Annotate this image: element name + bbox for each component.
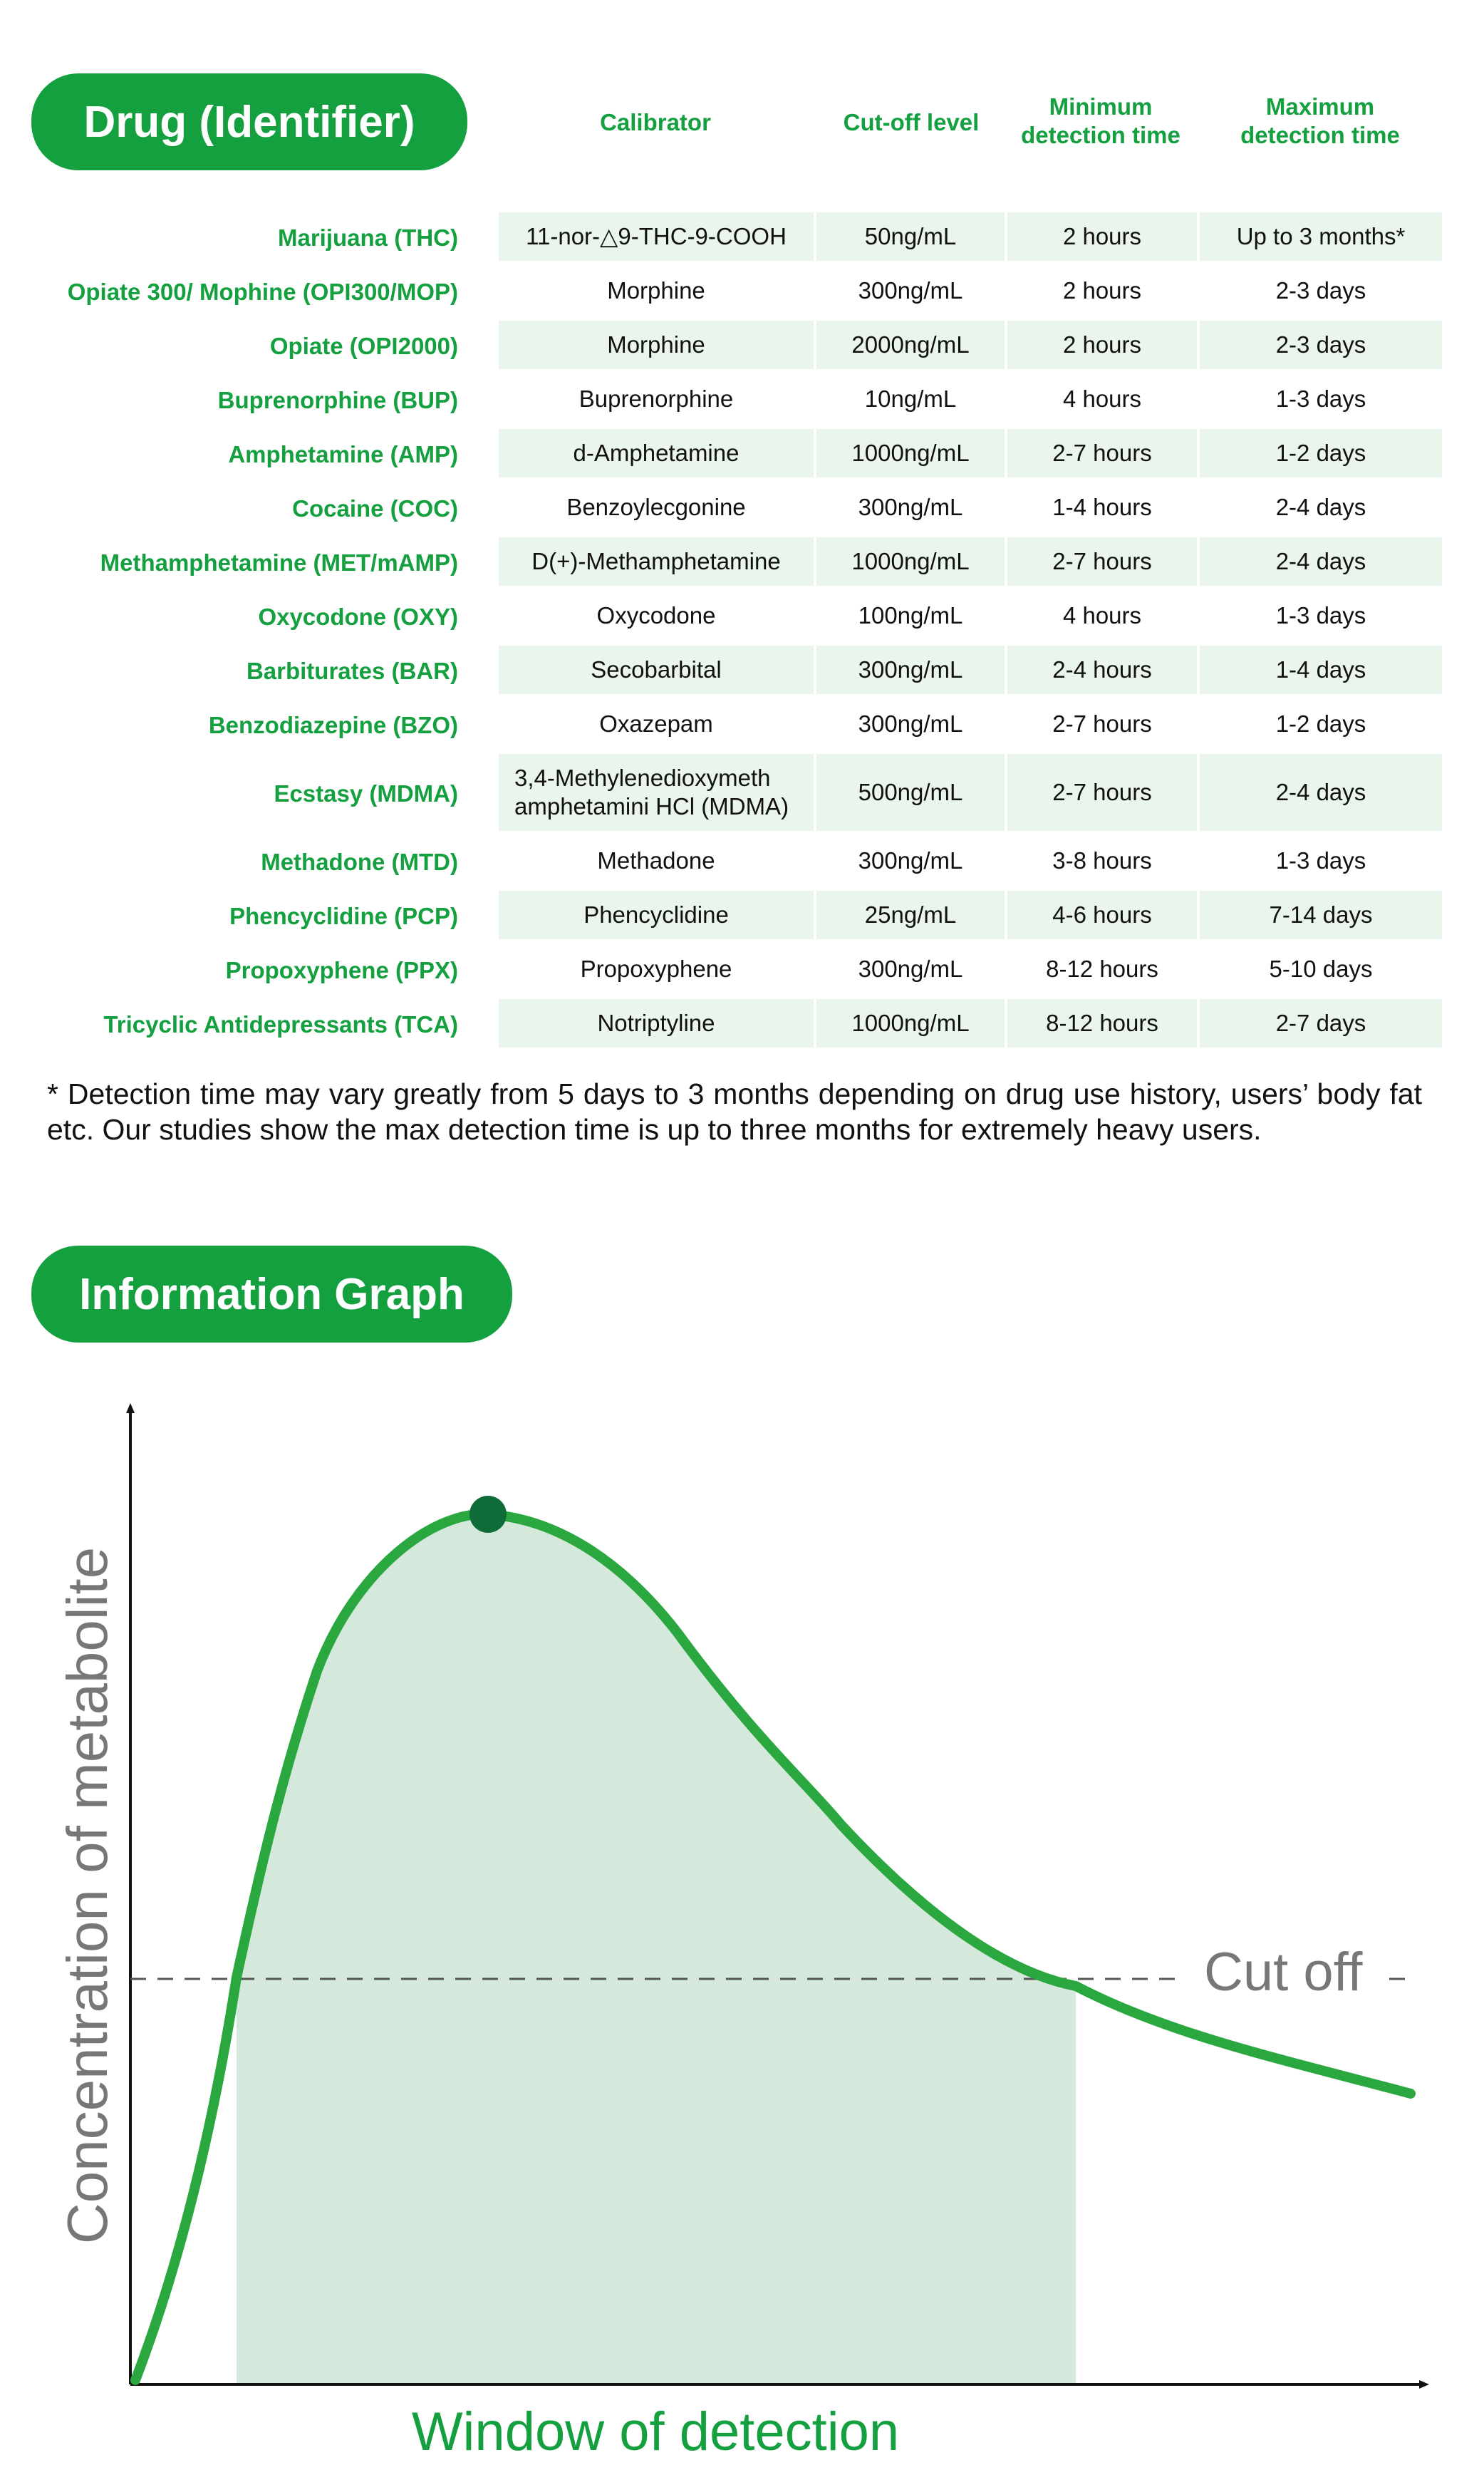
information-graph-heading: Information Graph [31, 1246, 512, 1343]
calibrator-cell: 3,4-Methylenedioxymeth amphetamini HCl (M… [499, 754, 814, 831]
drug-name: Ecstasy (MDMA) [274, 780, 458, 807]
detection-window-graph: Cut off Concentration of metabolite Wind… [56, 1403, 1429, 2462]
calibrator-cell: d-Amphetamine [499, 429, 814, 477]
col-header-min-line2: detection time [1021, 122, 1181, 148]
cutoff-cell: 2000ng/mL [816, 321, 1005, 369]
max-cell: 2-7 days [1200, 999, 1442, 1048]
calibrator-line2: amphetamini HCl (MDMA) [514, 793, 789, 819]
cutoff-cell: 300ng/mL [858, 710, 963, 737]
peak-point [469, 1496, 507, 1533]
col-header-max-line2: detection time [1240, 122, 1400, 148]
drug-name: Methamphetamine (MET/mAMP) [100, 549, 458, 576]
calibrator-cell: Notriptyline [499, 999, 814, 1048]
max-cell: 5-10 days [1269, 956, 1373, 982]
max-cell: 2-3 days [1200, 321, 1442, 369]
min-cell: 2-7 hours [1007, 537, 1197, 586]
cutoff-cell: 100ng/mL [858, 602, 963, 629]
drug-name: Buprenorphine (BUP) [217, 387, 458, 413]
col-header-cutoff: Cut-off level [843, 109, 980, 135]
cutoff-cell: 300ng/mL [858, 277, 963, 304]
min-cell: 1-4 hours [1052, 494, 1152, 520]
min-cell: 2 hours [1062, 277, 1142, 304]
cutoff-cell: 50ng/mL [816, 212, 1005, 261]
min-cell: 8-12 hours [1007, 999, 1197, 1048]
drug-name: Marijuana (THC) [277, 224, 458, 251]
calibrator-cell: Secobarbital [499, 646, 814, 694]
max-cell: 2-4 days [1275, 494, 1366, 520]
drug-name: Opiate 300/ Mophine (OPI300/MOP) [67, 279, 458, 305]
max-cell: 1-3 days [1275, 386, 1366, 412]
cutoff-label: Cut off [1204, 1942, 1363, 2002]
max-cell: 1-3 days [1275, 847, 1366, 874]
min-cell: 2-7 hours [1007, 429, 1197, 477]
calibrator-cell: Propoxyphene [580, 956, 732, 982]
max-cell: Up to 3 months* [1200, 212, 1442, 261]
max-cell: 2-4 days [1200, 754, 1442, 831]
min-cell: 4 hours [1062, 602, 1142, 629]
drug-name: Methadone (MTD) [261, 849, 458, 875]
drug-name: Cocaine (COC) [292, 495, 458, 522]
max-cell: 1-3 days [1275, 602, 1366, 629]
col-header-max-line1: Maximum [1265, 93, 1375, 120]
drug-name: Tricyclic Antidepressants (TCA) [103, 1011, 458, 1038]
min-cell: 8-12 hours [1046, 956, 1158, 982]
y-axis-label: Concentration of metabolite [56, 1547, 119, 2244]
drug-name: Amphetamine (AMP) [228, 441, 458, 467]
calibrator-text: 3,4-Methylenedioxymeth amphetamini HCl (M… [514, 764, 789, 821]
max-cell: 1-2 days [1275, 710, 1366, 737]
min-cell: 4 hours [1062, 386, 1142, 412]
x-axis-label: Window of detection [412, 2401, 899, 2462]
drug-identifier-heading: Drug (Identifier) [31, 73, 467, 170]
cutoff-cell: 300ng/mL [816, 646, 1005, 694]
col-header-min-detection: Minimum detection time [1005, 93, 1197, 150]
calibrator-cell: Morphine [607, 277, 705, 304]
min-cell: 2-4 hours [1007, 646, 1197, 694]
min-cell: 3-8 hours [1052, 847, 1152, 874]
cutoff-cell: 10ng/mL [864, 386, 957, 412]
cutoff-cell: 300ng/mL [858, 956, 963, 982]
calibrator-cell: Morphine [499, 321, 814, 369]
min-cell: 2 hours [1007, 321, 1197, 369]
concentration-curve [130, 1509, 1416, 2385]
drug-name: Barbiturates (BAR) [246, 658, 458, 684]
cutoff-cell: 1000ng/mL [816, 537, 1005, 586]
detection-footnote: * Detection time may vary greatly from 5… [47, 1077, 1422, 1146]
min-cell: 4-6 hours [1007, 891, 1197, 939]
drug-name: Propoxyphene (PPX) [225, 957, 458, 983]
calibrator-cell: Benzoylecgonine [566, 494, 746, 520]
min-cell: 2-7 hours [1052, 710, 1152, 737]
calibrator-cell: Phencyclidine [499, 891, 814, 939]
drug-name: Oxycodone (OXY) [258, 604, 458, 630]
drug-name: Opiate (OPI2000) [269, 333, 458, 359]
calibrator-cell: Oxazepam [599, 710, 713, 737]
calibrator-cell: Methadone [597, 847, 715, 874]
detection-window-area [237, 1514, 1076, 2384]
col-header-min-line1: Minimum [1049, 93, 1153, 120]
cutoff-cell: 300ng/mL [858, 494, 963, 520]
min-cell: 2 hours [1007, 212, 1197, 261]
col-header-max-detection: Maximum detection time [1199, 93, 1441, 150]
cutoff-cell: 1000ng/mL [816, 999, 1005, 1048]
calibrator-cell: Oxycodone [596, 602, 716, 629]
min-cell: 2-7 hours [1007, 754, 1197, 831]
cutoff-cell: 500ng/mL [816, 754, 1005, 831]
drug-name: Benzodiazepine (BZO) [208, 712, 458, 738]
max-cell: 7-14 days [1200, 891, 1442, 939]
cutoff-cell: 1000ng/mL [816, 429, 1005, 477]
calibrator-cell: 11-nor-△9-THC-9-COOH [499, 212, 814, 261]
max-cell: 1-2 days [1200, 429, 1442, 477]
cutoff-cell: 300ng/mL [858, 847, 963, 874]
max-cell: 2-4 days [1200, 537, 1442, 586]
drug-name: Phencyclidine (PCP) [229, 903, 458, 929]
calibrator-line1: 3,4-Methylenedioxymeth [514, 765, 771, 791]
max-cell: 1-4 days [1200, 646, 1442, 694]
cutoff-cell: 25ng/mL [816, 891, 1005, 939]
col-header-calibrator: Calibrator [600, 109, 711, 135]
max-cell: 2-3 days [1275, 277, 1366, 304]
calibrator-cell: Buprenorphine [578, 386, 734, 412]
calibrator-cell: D(+)-Methamphetamine [499, 537, 814, 586]
